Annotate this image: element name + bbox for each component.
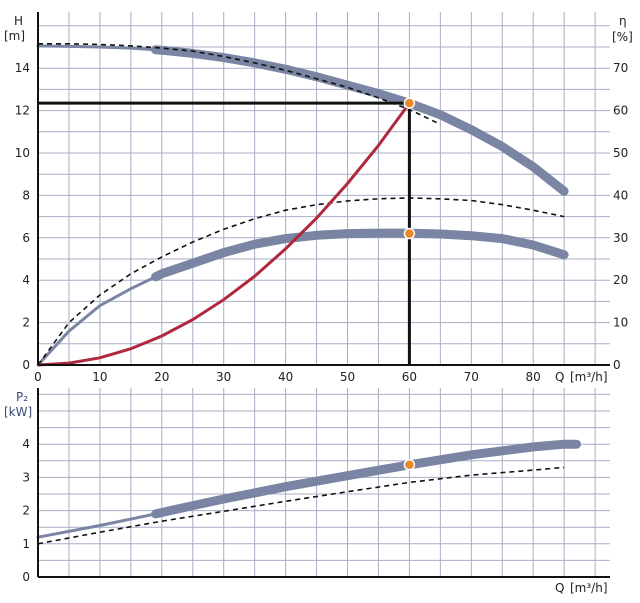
efficiency-curve-2 bbox=[151, 228, 569, 282]
efficiency-tick-label: 40 bbox=[613, 188, 628, 202]
head-tick-label: 0 bbox=[22, 358, 30, 372]
duty-point-power-marker bbox=[403, 459, 416, 471]
top-x-tick-label: 60 bbox=[402, 370, 417, 384]
efficiency-axis-symbol: η bbox=[619, 14, 627, 28]
power-tick-label: 1 bbox=[22, 537, 30, 551]
top-tick-labels: 0 10 20 30 40 50 60 70 80 0 2 4 6 8 10 12 14 0 10 20 30 40 50 6… bbox=[15, 61, 629, 384]
head-tick-label: 14 bbox=[15, 61, 30, 75]
efficiency-axis-unit: [%] bbox=[612, 30, 633, 44]
power-curve-thin-0 bbox=[36, 512, 158, 539]
efficiency-tick-label: 50 bbox=[613, 146, 628, 160]
top-x-tick-label: 10 bbox=[92, 370, 107, 384]
top-x-tick-label: 30 bbox=[216, 370, 231, 384]
head-axis-unit: [m] bbox=[4, 29, 25, 43]
efficiency-tick-label: 70 bbox=[613, 61, 628, 75]
top-x-tick-label: 20 bbox=[154, 370, 169, 384]
head-efficiency-panel: 0 10 20 30 40 50 60 70 80 0 2 4 6 8 10 12 14 0 10 20 30 40 50 6… bbox=[4, 12, 633, 384]
efficiency-curve-thin-2 bbox=[36, 275, 158, 367]
head-tick-label: 12 bbox=[15, 104, 30, 118]
bottom-x-axis-symbol: Q bbox=[555, 581, 564, 595]
head-curve-thin-0 bbox=[36, 44, 158, 52]
top-x-tick-label: 80 bbox=[526, 370, 541, 384]
head-curve-0 bbox=[151, 45, 569, 196]
efficiency-tick-label: 60 bbox=[613, 104, 628, 118]
head-tick-label: 10 bbox=[15, 146, 30, 160]
efficiency-tick-label: 0 bbox=[613, 358, 621, 372]
efficiency-tick-label: 10 bbox=[613, 316, 628, 330]
head-tick-label: 2 bbox=[22, 316, 30, 330]
top-x-axis-unit: [m³/h] bbox=[570, 370, 608, 384]
power-tick-label: 4 bbox=[22, 437, 30, 451]
head-tick-label: 8 bbox=[22, 188, 30, 202]
power-dashed-curve-1 bbox=[37, 466, 565, 545]
power-panel: 0 1 2 3 4 P₂ [kW] Q [m³/h] bbox=[4, 388, 610, 595]
system-curve-4 bbox=[37, 102, 411, 367]
efficiency-dashed-curve-3 bbox=[37, 197, 565, 366]
duty-point-head-marker bbox=[403, 97, 416, 109]
bottom-gridlines bbox=[38, 388, 610, 577]
efficiency-tick-label: 20 bbox=[613, 273, 628, 287]
power-tick-label: 0 bbox=[22, 570, 30, 584]
bottom-x-axis-unit: [m³/h] bbox=[570, 581, 608, 595]
top-x-tick-label: 50 bbox=[340, 370, 355, 384]
efficiency-tick-label: 30 bbox=[613, 231, 628, 245]
head-axis-symbol: H bbox=[14, 14, 23, 28]
power-tick-label: 2 bbox=[22, 504, 30, 518]
head-tick-label: 6 bbox=[22, 231, 30, 245]
duty-point-efficiency-marker bbox=[403, 227, 416, 240]
bottom-tick-labels: 0 1 2 3 4 bbox=[22, 437, 30, 584]
top-series-group bbox=[36, 43, 569, 367]
top-x-axis-symbol: Q bbox=[555, 370, 564, 384]
power-axis-unit: [kW] bbox=[4, 405, 32, 419]
power-axis-symbol: P₂ bbox=[16, 390, 28, 404]
head-tick-label: 4 bbox=[22, 273, 30, 287]
bottom-series-group bbox=[36, 439, 581, 545]
top-x-tick-label: 0 bbox=[34, 370, 42, 384]
power-tick-label: 3 bbox=[22, 470, 30, 484]
head-dashed-curve-1 bbox=[38, 43, 441, 126]
top-x-tick-label: 40 bbox=[278, 370, 293, 384]
top-gridlines bbox=[38, 12, 610, 365]
power-curve-0 bbox=[151, 439, 581, 519]
top-x-tick-label: 70 bbox=[464, 370, 479, 384]
